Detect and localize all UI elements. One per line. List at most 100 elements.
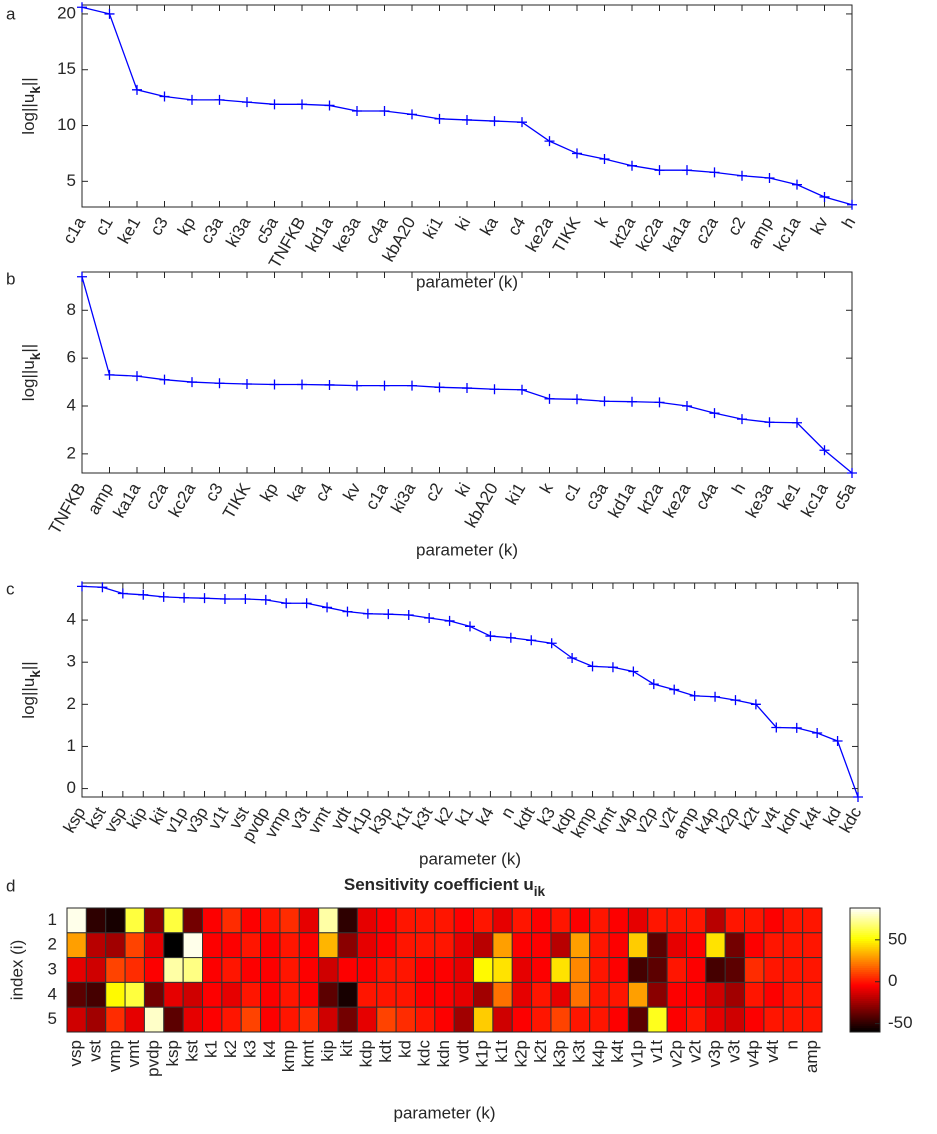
heatmap-cell (589, 1006, 610, 1033)
heatmap-cell (434, 907, 455, 934)
heatmap-cell (279, 1006, 300, 1033)
heatmap-cell (395, 1006, 416, 1033)
x-axis-label: parameter (k) (416, 272, 518, 291)
heatmap-cell (105, 907, 126, 934)
heatmap-cell (337, 957, 358, 983)
colorbar-swatch (850, 962, 880, 965)
x-tick-label: kd1a (302, 213, 337, 255)
heatmap-cell (240, 932, 262, 959)
heatmap-cell (492, 932, 513, 959)
data-marker (489, 384, 500, 395)
heatmap-cell (531, 981, 552, 1008)
y-tick-label: 1 (67, 736, 76, 755)
x-tick-label: kc1a (770, 213, 805, 254)
colorbar-swatch (850, 950, 880, 954)
x-tick-label: k3 (240, 1040, 259, 1058)
y-tick-label: 5 (67, 171, 76, 190)
colorbar-swatch (850, 973, 880, 977)
data-marker (242, 378, 252, 389)
x-tick-label: kp (174, 214, 199, 239)
data-marker (792, 179, 802, 190)
x-tick-label: TIKK (219, 479, 255, 522)
heatmap-cell (318, 957, 339, 983)
heatmap-cell (337, 907, 358, 934)
heatmap-cell (705, 981, 726, 1008)
y-tick-label: 10 (57, 115, 76, 134)
colorbar-swatch (850, 1006, 880, 1010)
heatmap-cell (298, 957, 320, 983)
heatmap-cell (66, 1006, 87, 1033)
data-marker (599, 396, 610, 407)
heatmap-cell (724, 932, 746, 959)
data-marker (434, 113, 445, 124)
heatmap-cell (163, 957, 184, 983)
x-tick-label: kdn (434, 1040, 453, 1067)
y-tick-label: 20 (57, 3, 76, 22)
data-marker (669, 684, 680, 695)
heatmap-cell (337, 981, 358, 1008)
y-tick-label: 3 (67, 652, 76, 671)
colorbar-swatch (850, 923, 880, 926)
heatmap-cell (744, 1006, 765, 1033)
data-marker (214, 94, 225, 105)
heatmap-cell (473, 907, 494, 934)
heatmap-cell (202, 907, 223, 934)
data-marker (138, 589, 149, 600)
colorbar-swatch (850, 964, 880, 967)
heatmap-cell (608, 957, 629, 983)
colorbar-swatch (850, 1030, 880, 1033)
heatmap-cell (802, 981, 823, 1008)
y-tick-label: 2 (48, 935, 57, 954)
heatmap-cell (685, 907, 707, 934)
heatmap-cell (724, 981, 746, 1008)
data-marker (572, 394, 582, 405)
data-marker (847, 199, 857, 210)
x-tick-label: c2 (421, 480, 446, 505)
colorbar-swatch (850, 975, 880, 979)
heatmap-cell (182, 957, 204, 983)
heatmap-cell (492, 981, 513, 1008)
heatmap-cell (744, 932, 765, 959)
heatmap-cell (550, 932, 571, 959)
heatmap-cell (395, 957, 416, 983)
heatmap-cell (240, 957, 262, 983)
data-marker (750, 699, 761, 710)
heatmap-cell (647, 957, 668, 983)
heatmap-cell (647, 932, 668, 959)
x-tick-label: c1 (559, 480, 584, 505)
heatmap-cell (202, 981, 223, 1008)
heatmap-cell (414, 1006, 436, 1033)
heatmap-cell (511, 907, 533, 934)
data-marker (599, 154, 610, 165)
heatmap-cell (163, 907, 184, 934)
colorbar-tick-label: -50 (888, 1013, 913, 1032)
y-axis-label-main: log||u (19, 94, 38, 135)
x-tick-label: kc1a (797, 479, 832, 520)
data-marker (689, 690, 700, 701)
colorbar-swatch (850, 1002, 880, 1006)
x-tick-label: ki1 (502, 480, 529, 508)
data-marker (434, 382, 445, 393)
heatmap-cell (318, 907, 339, 934)
colorbar-swatch (850, 993, 880, 996)
data-marker (352, 380, 362, 391)
data-marker (444, 615, 455, 626)
data-marker (710, 691, 721, 702)
colorbar-swatch (850, 985, 880, 988)
x-tick-label: c4 (504, 214, 529, 239)
heatmap-cell (124, 907, 145, 934)
data-marker (132, 84, 142, 95)
colorbar-swatch (850, 977, 880, 981)
colorbar-swatch (850, 958, 880, 961)
x-tick-label: ke2a (659, 479, 694, 521)
colorbar-swatch (850, 1012, 880, 1016)
y-axis-label: log||uk|| (19, 77, 42, 134)
y-tick-label: 4 (48, 984, 57, 1003)
heatmap-cell (608, 1006, 629, 1033)
data-marker (379, 106, 390, 117)
x-tick-label: c5a (829, 479, 859, 513)
x-tick-label: k3p (550, 1040, 569, 1067)
data-marker (709, 167, 720, 178)
data-marker (737, 170, 747, 181)
heatmap-cell (240, 981, 262, 1008)
